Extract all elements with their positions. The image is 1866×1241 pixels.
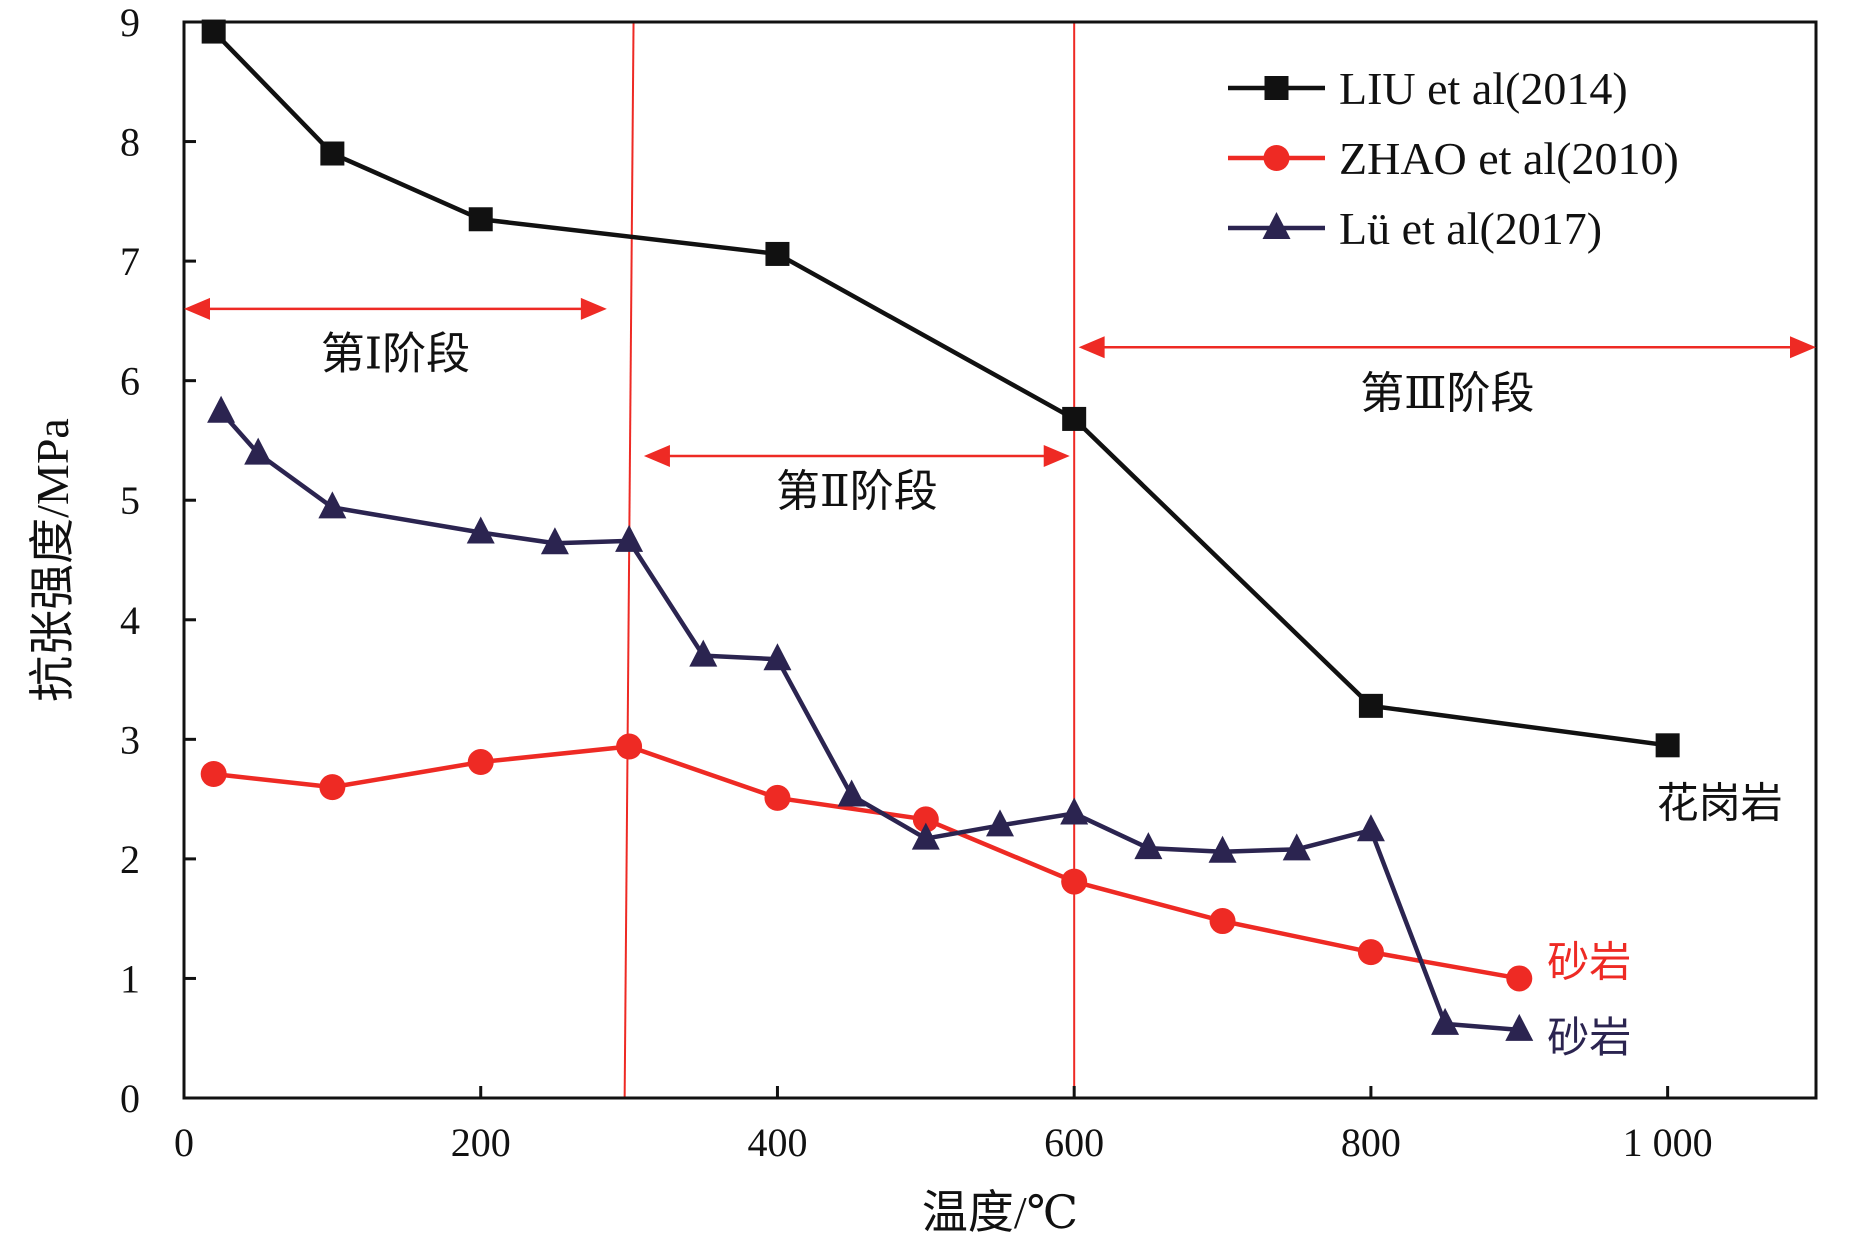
data-point	[764, 784, 791, 811]
data-point	[207, 395, 236, 423]
series-line	[219, 410, 1520, 1033]
series-circle-group	[200, 733, 1533, 992]
data-point	[1062, 406, 1087, 431]
rock-type-label: 花岗岩	[1657, 781, 1783, 827]
data-point	[1134, 832, 1163, 860]
data-point	[689, 639, 718, 667]
data-point	[763, 643, 792, 671]
data-point	[615, 524, 644, 552]
x-tick-label: 400	[747, 1120, 807, 1165]
y-tick-label: 1	[120, 956, 140, 1001]
legend: LIU et al(2014) ZHAO et al(2010) Lü et al(…	[1228, 63, 1679, 254]
stage-label: 第Ⅲ阶段	[1360, 369, 1534, 418]
stage-arrowhead-left	[1078, 336, 1105, 359]
data-point	[468, 207, 493, 232]
data-point	[1208, 835, 1237, 863]
data-point	[540, 527, 569, 555]
stage-label: 第Ⅰ阶段	[321, 330, 470, 379]
data-point	[319, 774, 346, 801]
x-tick-label: 0	[174, 1120, 194, 1165]
x-tick-label: 200	[451, 1120, 511, 1165]
data-point	[1282, 833, 1311, 861]
x-tick-label: 600	[1044, 1120, 1104, 1165]
y-axis-title: 抗张强度/MPa	[27, 418, 78, 702]
data-point	[986, 809, 1014, 837]
stage-arrowhead-left	[643, 444, 670, 467]
data-point	[244, 437, 273, 465]
x-tick-label: 800	[1341, 1120, 1401, 1165]
data-point	[616, 733, 643, 760]
data-point	[911, 822, 940, 850]
y-tick-label: 4	[120, 598, 140, 643]
y-tick-label: 9	[120, 0, 140, 45]
stage-arrowhead-right	[1790, 336, 1816, 359]
stage-label: 第Ⅱ阶段	[776, 467, 938, 516]
legend-entry-label: ZHAO et al(2010)	[1339, 133, 1679, 184]
legend-marker	[1263, 145, 1290, 171]
axes: 0 200 400 600 800 1 000 0 1 2 3 4 5 6 7 8 9 温度/℃ 抗张强度/MPa	[27, 0, 1818, 1238]
x-tick-label: 1 000	[1623, 1120, 1713, 1165]
stage-arrowhead-right	[580, 297, 607, 320]
y-tick-label: 0	[120, 1076, 140, 1121]
stage-arrowhead-left	[184, 297, 210, 320]
data-point	[1357, 939, 1384, 966]
data-point	[1655, 733, 1680, 758]
data-point	[1358, 693, 1383, 718]
data-point	[765, 241, 790, 266]
data-point	[1505, 1013, 1534, 1041]
y-tick-label: 3	[120, 717, 140, 762]
data-point	[837, 779, 866, 807]
stage-boundary-line	[623, 21, 635, 1099]
data-point	[201, 19, 226, 44]
data-point	[200, 761, 227, 788]
legend-entry-label: LIU et al(2014)	[1339, 63, 1628, 114]
y-tick-label: 2	[120, 837, 140, 882]
data-point	[466, 516, 495, 544]
stage-boundaries	[623, 21, 1076, 1099]
data-point	[1060, 797, 1089, 825]
data-point	[912, 806, 939, 833]
legend-marker	[1262, 212, 1291, 239]
y-tick-label: 7	[120, 239, 140, 284]
data-point	[318, 491, 347, 519]
rock-type-label: 砂岩	[1547, 1016, 1631, 1062]
series-triangle-group	[207, 395, 1534, 1041]
legend-entry-label: Lü et al(2017)	[1339, 203, 1602, 254]
data-point	[320, 141, 345, 166]
series-layer	[200, 19, 1680, 1041]
y-tick-label: 6	[120, 359, 140, 404]
data-point	[1061, 868, 1088, 895]
rock-type-label: 砂岩	[1547, 940, 1631, 986]
stage-arrowhead-right	[1043, 444, 1070, 467]
series-line	[213, 744, 1520, 981]
y-tick-label: 8	[120, 120, 140, 165]
y-tick-label: 5	[120, 478, 140, 523]
data-point	[1431, 1007, 1460, 1035]
data-point	[1209, 908, 1236, 935]
data-point	[1356, 814, 1385, 842]
data-point	[467, 749, 494, 776]
plot-frame	[182, 20, 1818, 1100]
data-point	[1506, 965, 1533, 992]
legend-marker	[1264, 76, 1289, 100]
series-square-group	[201, 19, 1680, 758]
x-axis-title: 温度/℃	[922, 1187, 1078, 1238]
